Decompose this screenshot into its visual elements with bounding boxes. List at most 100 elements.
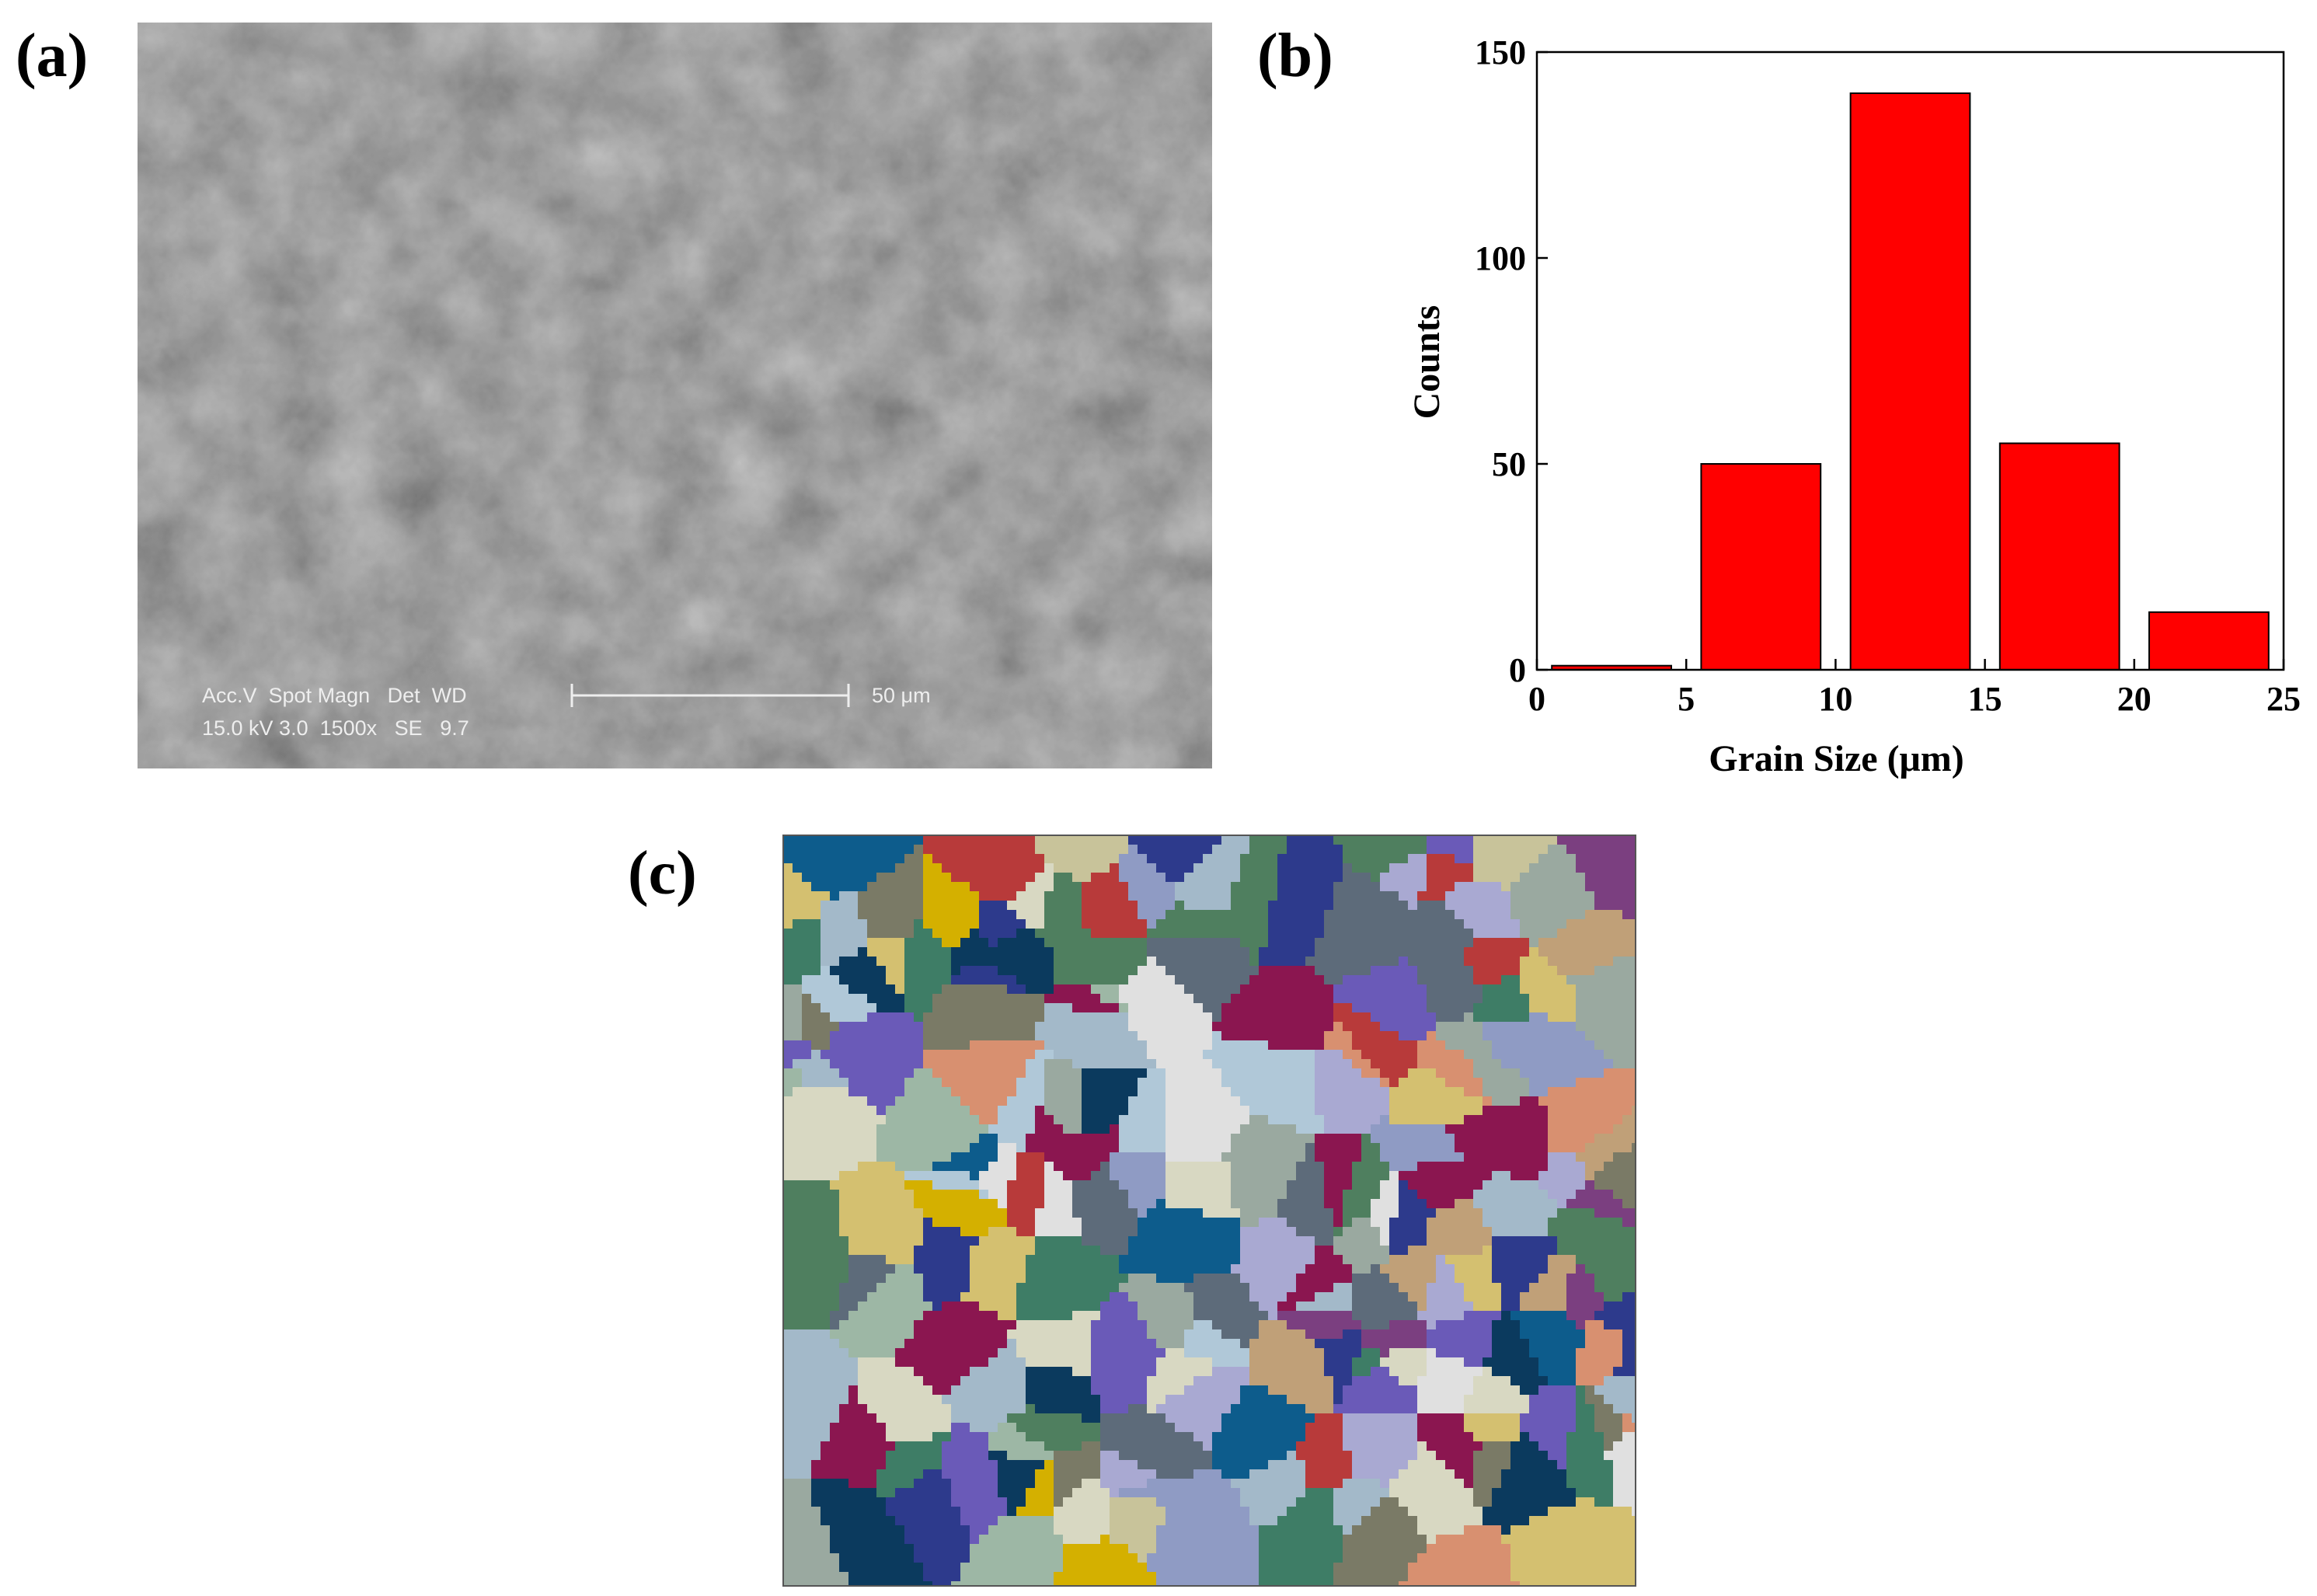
grain-cell (1455, 1143, 1549, 1153)
grain-cell (970, 1423, 998, 1433)
grain-cell (1576, 984, 1636, 995)
grain-cell (1548, 1134, 1595, 1144)
grain-cell (1380, 1357, 1427, 1368)
grain-cell (783, 1525, 831, 1535)
grain-cell (1576, 863, 1636, 873)
grain-cell (1324, 910, 1455, 920)
plot-frame (1535, 51, 2285, 671)
grain-cell (1483, 1096, 1493, 1106)
grain-cell (1240, 1218, 1260, 1228)
grain-cell (1529, 1339, 1586, 1349)
grain-cell (1427, 845, 1474, 855)
grain-cell (783, 1488, 812, 1498)
grain-cell (783, 1469, 812, 1479)
grain-cell (1538, 1096, 1636, 1106)
grain-cell (1193, 1469, 1222, 1479)
grain-cell (1007, 1507, 1017, 1517)
grain-cell (848, 1572, 924, 1582)
grain-cell (1417, 1311, 1465, 1321)
grain-cell (1613, 1479, 1636, 1489)
grain-cell (783, 1096, 868, 1106)
grain-cell (1007, 1096, 1045, 1106)
grain-cell (1249, 1283, 1297, 1293)
grain-cell (1156, 863, 1194, 873)
grain-cell (1520, 1292, 1567, 1302)
grain-cell (970, 1553, 1064, 1563)
grain-cell (1455, 854, 1474, 864)
grain-cell (1175, 901, 1185, 911)
grain-cell (1417, 1525, 1465, 1535)
grain-cell (1520, 1432, 1530, 1442)
grain-cell (951, 1152, 998, 1162)
grain-cell (848, 1264, 896, 1274)
grain-cell (1333, 901, 1409, 911)
grain-cell (1063, 1553, 1138, 1563)
grain-cell (1082, 891, 1129, 901)
grain-cell (1147, 1376, 1194, 1386)
grain-cell (1333, 891, 1399, 901)
grain-cell (1510, 1553, 1636, 1563)
grain-cell (1380, 873, 1427, 883)
grain-cell (1007, 1218, 1036, 1228)
grain-cell (1455, 1199, 1474, 1209)
grain-cell (1445, 891, 1511, 901)
grain-cell (1473, 975, 1502, 985)
grain-cell (1510, 1460, 1558, 1470)
grain-cell (1100, 994, 1120, 1004)
grain-cell (1240, 984, 1334, 995)
grain-cell (1548, 1264, 1577, 1274)
grain-cell (1063, 1563, 1148, 1573)
grain-cell (998, 1199, 1008, 1209)
grain-cell (1464, 1087, 1483, 1097)
grain-cell (821, 929, 868, 939)
grain-cell (1119, 1134, 1166, 1144)
grain-cell (1427, 835, 1474, 845)
grain-cell (1221, 1031, 1325, 1041)
grain-cell (1333, 1516, 1362, 1526)
sem-texture (138, 23, 1212, 768)
grain-cell (1063, 1171, 1092, 1181)
grain-cell (960, 1507, 1008, 1517)
grain-cell (1557, 1236, 1636, 1246)
grain-cell (1520, 1320, 1577, 1330)
grain-cell (1082, 1087, 1138, 1097)
grain-cell (1156, 1525, 1260, 1535)
grain-cell (970, 1274, 1026, 1284)
grain-cell (1165, 1124, 1241, 1134)
grain-cell (1249, 1106, 1315, 1116)
grain-cell (951, 1087, 1017, 1097)
grain-cell (1343, 1544, 1427, 1554)
grain-cell (1343, 975, 1418, 985)
grain-cell (821, 938, 868, 948)
grain-cell (802, 994, 812, 1004)
grain-cell (1427, 1227, 1493, 1237)
grain-cell (1305, 1264, 1353, 1274)
grain-cell (848, 1255, 887, 1265)
grain-cell (1427, 1283, 1465, 1293)
grain-cell (1399, 891, 1418, 901)
grain-cell (1436, 1012, 1465, 1023)
grain-cell (904, 947, 952, 957)
grain-cell (1622, 1199, 1636, 1209)
grain-cell (1268, 1385, 1334, 1396)
grain-cell (1408, 854, 1427, 864)
grain-cell (867, 1292, 924, 1302)
grain-cell (1259, 1572, 1334, 1582)
grain-cell (1399, 1469, 1455, 1479)
grain-cell (1324, 975, 1343, 985)
grain-cell (858, 1357, 896, 1368)
grain-cell (1054, 1050, 1148, 1060)
grain-cell (1044, 1152, 1110, 1162)
grain-cell (783, 1553, 840, 1563)
grain-cell (1399, 1497, 1474, 1507)
grain-cell (830, 1432, 887, 1442)
grain-cell (858, 910, 924, 920)
grain-cell (1100, 1460, 1138, 1470)
grain-cell (1473, 854, 1539, 864)
grain-cell (1604, 1451, 1636, 1461)
grain-cell (923, 1376, 961, 1386)
grain-cell (1417, 1376, 1474, 1386)
grain-cell (1566, 1199, 1623, 1209)
grain-cell (1566, 1283, 1595, 1293)
grain-cell (783, 891, 831, 901)
